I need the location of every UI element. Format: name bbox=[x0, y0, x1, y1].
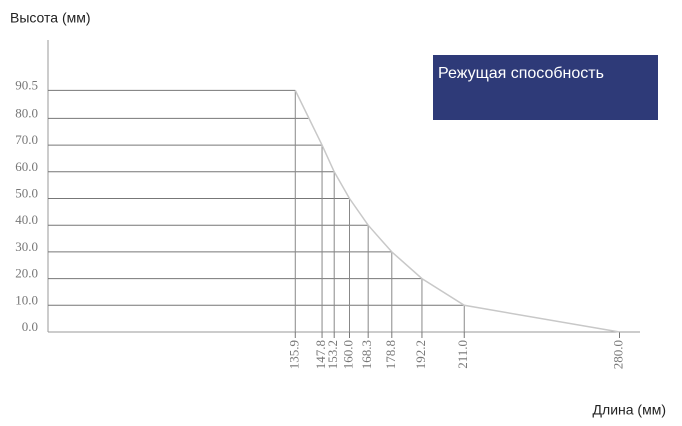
y-tick-label: 80.0 bbox=[15, 105, 38, 120]
x-tick-label: 147.8 bbox=[313, 340, 328, 369]
y-tick-label: 30.0 bbox=[15, 239, 38, 254]
x-tick-label: 211.0 bbox=[455, 340, 470, 369]
y-tick-label: 70.0 bbox=[15, 132, 38, 147]
legend-box bbox=[433, 55, 658, 120]
y-tick-label: 40.0 bbox=[15, 212, 38, 227]
x-tick-label: 192.2 bbox=[413, 340, 428, 369]
x-tick-label: 178.8 bbox=[383, 340, 398, 369]
y-tick-label: 20.0 bbox=[15, 266, 38, 281]
x-tick-label: 280.0 bbox=[610, 340, 625, 369]
y-tick-label: 50.0 bbox=[15, 185, 38, 200]
y-tick-label: 90.5 bbox=[15, 77, 38, 92]
legend-text: Режущая способность bbox=[438, 65, 604, 82]
y-tick-label: 0.0 bbox=[22, 319, 38, 334]
x-tick-label: 135.9 bbox=[286, 340, 301, 369]
y-tick-label: 10.0 bbox=[15, 292, 38, 307]
x-axis-label: Длина (мм) bbox=[593, 402, 666, 418]
x-tick-label: 168.3 bbox=[359, 340, 374, 369]
chart-title: Высота (мм) bbox=[10, 10, 91, 26]
x-tick-label: 153.2 bbox=[325, 340, 340, 369]
line bbox=[294, 90, 620, 333]
x-tick-label: 160.0 bbox=[340, 340, 355, 369]
y-tick-label: 60.0 bbox=[15, 159, 38, 174]
